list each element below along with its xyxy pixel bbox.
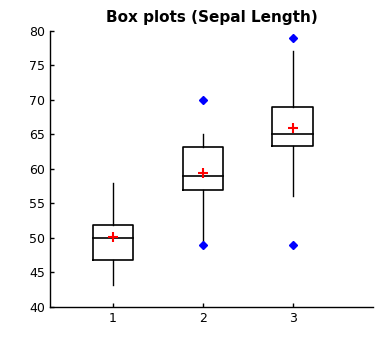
Title: Box plots (Sepal Length): Box plots (Sepal Length) bbox=[106, 10, 318, 25]
